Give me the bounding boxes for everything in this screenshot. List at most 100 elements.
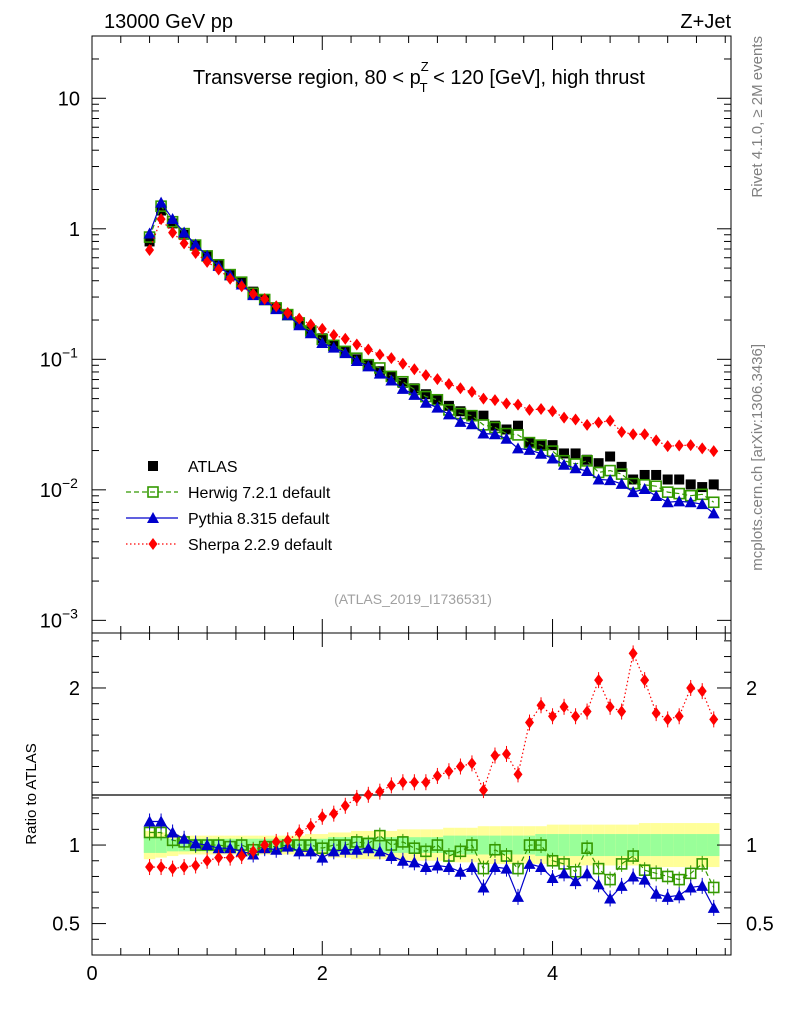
- pythia-point: [707, 507, 720, 519]
- herwig-ratio-point: [397, 836, 409, 848]
- plot-title-before: Transverse region, 80 < p: [193, 67, 421, 89]
- sherpa-point: [525, 403, 535, 416]
- sherpa-ratio-point: [432, 769, 442, 782]
- rivet-label: Rivet 4.1.0, ≥ 2M events: [749, 36, 766, 198]
- ratio-ytick-label-right: 2: [746, 678, 757, 700]
- sherpa-point: [386, 352, 396, 365]
- ratio-series: [143, 645, 720, 916]
- pythia-ratio-point: [155, 815, 168, 827]
- herwig-ratio-point: [489, 843, 501, 856]
- legend-atlas-marker: [148, 461, 158, 471]
- main-ytick-label: 10: [40, 349, 62, 371]
- band-inner: [604, 834, 616, 857]
- sherpa-point: [432, 373, 442, 386]
- mcplots-label: mcplots.cern.ch [arXiv:1306.3436]: [749, 344, 766, 571]
- pythia-ratio-point: [465, 861, 478, 873]
- sherpa-ratio-point: [559, 700, 569, 713]
- sherpa-ratio-point: [536, 699, 546, 712]
- pythia-ratio-point: [419, 861, 432, 873]
- band-inner: [627, 834, 639, 857]
- pythia-ratio-point: [316, 851, 329, 863]
- herwig-ratio-point: [696, 858, 709, 870]
- sherpa-point: [375, 348, 385, 361]
- sherpa-ratio-point: [317, 810, 327, 823]
- herwig-ratio-point: [477, 862, 490, 875]
- pythia-point: [442, 408, 455, 420]
- sherpa-point: [628, 428, 638, 441]
- sherpa-ratio-point: [490, 749, 500, 762]
- pythia-point: [143, 227, 156, 239]
- sherpa-ratio-point: [214, 851, 224, 864]
- sherpa-point: [317, 322, 327, 335]
- herwig-ratio-point: [592, 862, 605, 875]
- pythia-ratio-point: [454, 865, 467, 877]
- pythia-ratio-point: [581, 867, 594, 879]
- pythia-point: [166, 213, 179, 225]
- sherpa-ratio-point: [168, 862, 178, 875]
- sherpa-point: [260, 292, 270, 305]
- herwig-ratio-point: [431, 839, 444, 851]
- sherpa-point: [191, 246, 201, 259]
- band-inner: [696, 834, 708, 857]
- band-inner: [569, 834, 582, 857]
- sherpa-ratio-point: [513, 768, 523, 781]
- pythia-point: [201, 249, 214, 261]
- sherpa-ratio-point: [628, 647, 638, 660]
- sherpa-ratio-point: [271, 835, 281, 848]
- pythia-point: [189, 238, 202, 250]
- legend-pythia-label: Pythia 8.315 default: [188, 511, 330, 528]
- atlas-point: [662, 474, 673, 485]
- pythia-point: [615, 477, 628, 489]
- pythia-ratio-point: [684, 881, 697, 893]
- band-inner: [707, 834, 720, 857]
- sherpa-ratio-point: [179, 861, 189, 874]
- sherpa-ratio-point: [467, 757, 477, 770]
- sherpa-point: [444, 378, 454, 391]
- sherpa-ratio-point: [651, 707, 661, 720]
- sherpa-ratio-point: [525, 716, 535, 729]
- atlas-point: [616, 461, 627, 472]
- atlas-point: [685, 479, 696, 490]
- legend-herwig-marker: [147, 486, 159, 498]
- pythia-point: [523, 443, 536, 455]
- pythia-point: [696, 498, 709, 510]
- atlas-point: [639, 469, 650, 480]
- atlas-point: [432, 394, 443, 405]
- pythia-point: [419, 396, 432, 408]
- sherpa-ratio-point: [582, 705, 592, 718]
- pythia-point: [661, 496, 674, 508]
- sherpa-ratio-point: [398, 776, 408, 789]
- pythia-point: [431, 401, 444, 413]
- band-inner: [673, 834, 685, 857]
- plot-title-sub: T: [420, 80, 428, 95]
- pythia-point: [396, 382, 409, 394]
- pythia-ratio-point: [477, 881, 490, 893]
- pythia-ratio-point: [189, 837, 202, 849]
- pythia-point: [604, 474, 617, 486]
- main-series: [143, 196, 720, 519]
- pythia-ratio-point: [512, 890, 524, 902]
- pythia-ratio-point: [604, 892, 617, 904]
- sherpa-ratio-point: [501, 747, 511, 760]
- sherpa-point: [283, 306, 293, 319]
- sherpa-point: [363, 343, 373, 356]
- herwig-ratio-point: [581, 842, 593, 854]
- pythia-point: [673, 495, 686, 507]
- legend-herwig-label: Herwig 7.2.1 default: [188, 485, 331, 502]
- herwig-ratio-point: [466, 839, 478, 851]
- sherpa-ratio-point: [283, 834, 293, 847]
- ratio-ytick-label: 0.5: [52, 914, 80, 936]
- header-right: Z+Jet: [680, 11, 731, 33]
- sherpa-ratio-point: [455, 760, 465, 773]
- sherpa-ratio-point: [375, 785, 385, 798]
- main-ytick-exponent: −1: [62, 344, 78, 360]
- band-inner: [443, 835, 455, 855]
- sherpa-point: [271, 300, 281, 313]
- pythia-point: [627, 486, 640, 498]
- sherpa-ratio-point: [386, 779, 396, 792]
- pythia-point: [546, 452, 559, 464]
- sherpa-point: [686, 439, 696, 452]
- pythia-point: [558, 458, 571, 470]
- sherpa-ratio-point: [640, 674, 650, 687]
